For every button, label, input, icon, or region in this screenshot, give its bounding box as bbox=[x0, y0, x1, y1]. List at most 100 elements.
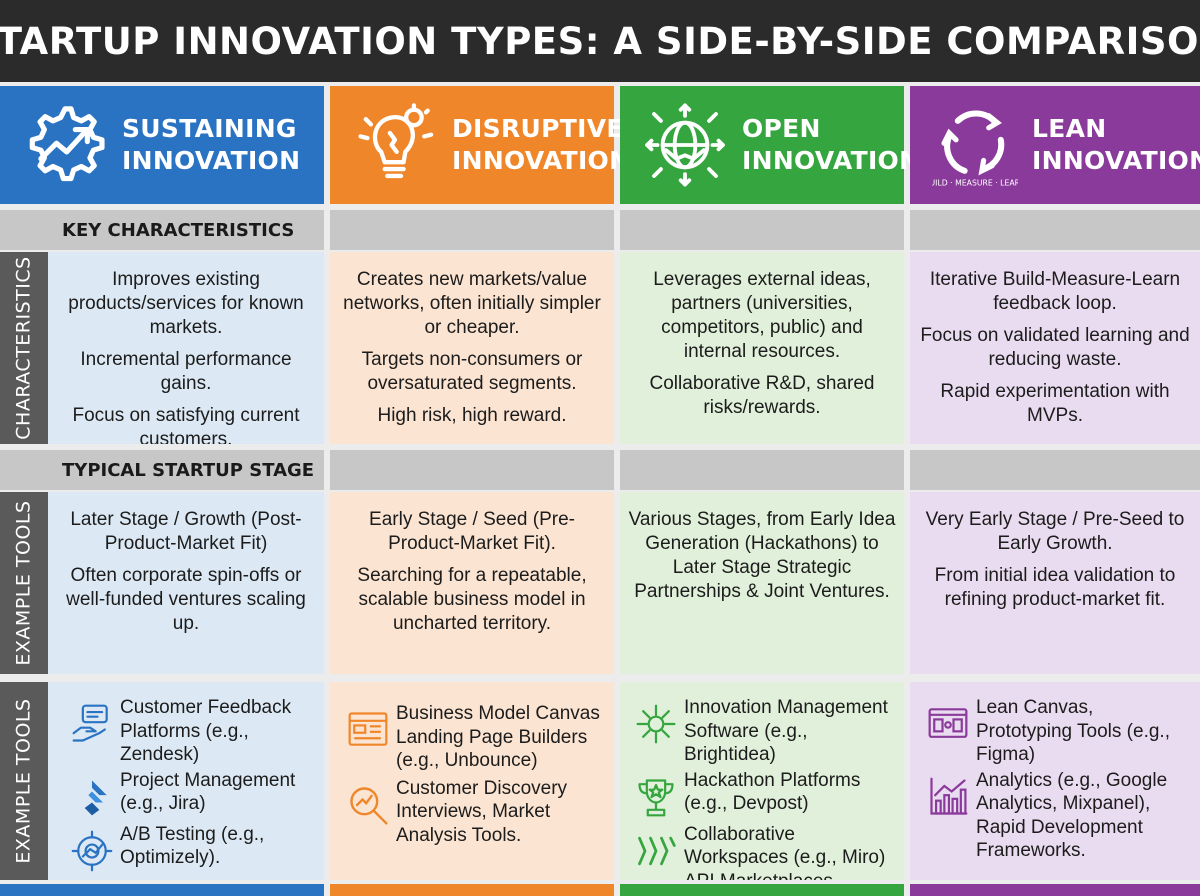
section-band-characteristics-4 bbox=[910, 210, 1200, 250]
column-title-line2: INNOVATION bbox=[1032, 146, 1200, 175]
column-title-line1: DISRUPTIVE bbox=[452, 114, 624, 143]
miro-icon bbox=[632, 827, 680, 875]
tool-text: Analytics (e.g., Google Analytics, Mixpa… bbox=[976, 769, 1168, 862]
section-label-stage: TYPICAL STARTUP STAGE bbox=[62, 459, 315, 481]
tool-item: Hackathon Platforms (e.g., Devpost) bbox=[632, 769, 896, 821]
characteristics-cell-lean: Iterative Build-Measure-Learn feedback l… bbox=[910, 252, 1200, 444]
tool-text: Collaborative Workspaces (e.g., Miro) AP… bbox=[684, 823, 886, 881]
tool-text-line: Landing Page Builders (e.g., Unbounce) bbox=[396, 726, 588, 772]
tool-item: Analytics (e.g., Google Analytics, Mixpa… bbox=[924, 769, 1192, 863]
tool-text-line: Business Model Canvas bbox=[396, 703, 600, 724]
tool-text: Innovation Management Software (e.g., Br… bbox=[684, 697, 888, 765]
analytics-chart-icon bbox=[924, 773, 972, 821]
stage-cell-open: Various Stages, from Early Idea Generati… bbox=[620, 492, 904, 674]
section-label-characteristics: KEY CHARACTERISTICS bbox=[62, 219, 295, 241]
trophy-icon bbox=[632, 773, 680, 821]
bottom-strip-lean bbox=[910, 884, 1200, 896]
stage-cell-disruptive: Early Stage / Seed (Pre-Product-Market F… bbox=[330, 492, 614, 674]
tools-cell-sustaining: Customer Feedback Platforms (e.g., Zende… bbox=[48, 682, 324, 880]
characteristics-cell-sustaining: Improves existing products/services for … bbox=[48, 252, 324, 444]
tool-text: Lean Canvas, Prototyping Tools (e.g., Fi… bbox=[976, 697, 1170, 765]
tool-text: Customer Discovery Interviews, Market An… bbox=[396, 777, 568, 846]
side-tab-label: CHARACTERISTICS bbox=[13, 256, 35, 440]
stage-text: Early Stage / Seed (Pre-Product-Market F… bbox=[369, 509, 575, 554]
stage-text: Very Early Stage / Pre-Seed to Early Gro… bbox=[925, 509, 1185, 554]
section-band-stage-3 bbox=[620, 450, 904, 490]
column-header-lean: BUILD · MEASURE · LEARN LEAN INNOVATION bbox=[910, 86, 1200, 204]
characteristic-text: Improves existing products/services for … bbox=[68, 269, 304, 338]
section-band-stage-4 bbox=[910, 450, 1200, 490]
stage-cell-lean: Very Early Stage / Pre-Seed to Early Gro… bbox=[910, 492, 1200, 674]
section-band-characteristics-2 bbox=[330, 210, 614, 250]
handshake-globe-icon bbox=[640, 100, 730, 190]
bottom-strip-disruptive bbox=[330, 884, 614, 896]
tools-cell-lean: Lean Canvas, Prototyping Tools (e.g., Fi… bbox=[910, 682, 1200, 880]
characteristic-text: Creates new markets/value networks, ofte… bbox=[343, 269, 601, 338]
tool-item: Business Model Canvas Landing Page Build… bbox=[344, 702, 606, 773]
characteristic-text: Focus on satisfying current customers. bbox=[72, 405, 300, 444]
characteristic-text: Incremental performance gains. bbox=[80, 349, 292, 394]
tool-item: Lean Canvas, Prototyping Tools (e.g., Fi… bbox=[924, 696, 1192, 767]
tool-text: Project Management (e.g., Jira) bbox=[120, 769, 296, 815]
characteristic-text: Targets non-consumers or oversaturated s… bbox=[361, 349, 583, 394]
column-title-line1: LEAN bbox=[1032, 114, 1107, 143]
column-header-sustaining: SUSTAINING INNOVATION bbox=[0, 86, 324, 204]
tool-item: Project Management (e.g., Jira) bbox=[68, 769, 316, 821]
magnifier-chart-icon bbox=[344, 781, 392, 829]
tool-item: Customer Feedback Platforms (e.g., Zende… bbox=[68, 696, 316, 767]
column-title-line1: SUSTAINING bbox=[122, 114, 297, 143]
stage-text: From initial idea validation to refining… bbox=[934, 565, 1176, 610]
column-header-disruptive: DISRUPTIVE INNOVATION bbox=[330, 86, 630, 204]
stage-text: Often corporate spin-offs or well-funded… bbox=[66, 565, 306, 634]
tools-cell-disruptive: Business Model Canvas Landing Page Build… bbox=[330, 682, 614, 880]
network-arrows-icon bbox=[632, 700, 680, 748]
tool-text: Customer Feedback Platforms (e.g., Zende… bbox=[120, 697, 292, 765]
characteristic-text: Iterative Build-Measure-Learn feedback l… bbox=[929, 269, 1181, 314]
column-title-line2: INNOVATION bbox=[452, 146, 631, 175]
side-tab-tools: EXAMPLE TOOLS bbox=[0, 682, 48, 880]
characteristic-text: Rapid experimentation with MVPs. bbox=[940, 381, 1170, 426]
bottom-strip-sustaining bbox=[0, 884, 324, 896]
side-tab-characteristics: CHARACTERISTICS bbox=[0, 252, 48, 444]
ab-testing-gear-icon bbox=[68, 827, 116, 875]
characteristic-text: Focus on validated learning and reducing… bbox=[920, 325, 1190, 370]
stage-text: Various Stages, from Early Idea Generati… bbox=[628, 509, 896, 602]
side-tab-stage: EXAMPLE TOOLS bbox=[0, 492, 48, 674]
tool-text: A/B Testing (e.g., Optimizely). bbox=[120, 823, 265, 869]
tool-text: Hackathon Platforms (e.g., Devpost) bbox=[684, 769, 861, 815]
section-band-characteristics-3 bbox=[620, 210, 904, 250]
side-tab-label: EXAMPLE TOOLS bbox=[13, 500, 36, 666]
lean-canvas-icon bbox=[924, 700, 972, 748]
stage-text: Searching for a repeatable, scalable bus… bbox=[357, 565, 587, 634]
build-measure-learn-cycle-icon: BUILD · MEASURE · LEARN bbox=[930, 100, 1020, 190]
side-tab-label: EXAMPLE TOOLS bbox=[13, 698, 36, 864]
icon-ring-text: BUILD · MEASURE · LEARN bbox=[932, 178, 1018, 187]
tool-item: Customer Discovery Interviews, Market An… bbox=[344, 777, 606, 848]
canvas-icon bbox=[344, 706, 392, 754]
column-header-open: OPEN INNOVATION bbox=[620, 86, 920, 204]
characteristics-cell-disruptive: Creates new markets/value networks, ofte… bbox=[330, 252, 614, 444]
tool-item: Innovation Management Software (e.g., Br… bbox=[632, 696, 896, 767]
section-band-stage bbox=[0, 450, 324, 490]
stage-text: Later Stage / Growth (Post-Product-Marke… bbox=[70, 509, 302, 554]
column-title-line2: INNOVATION bbox=[122, 146, 301, 175]
tools-cell-open: Innovation Management Software (e.g., Br… bbox=[620, 682, 904, 880]
tool-text: Business Model Canvas Landing Page Build… bbox=[396, 702, 606, 773]
section-band-stage-2 bbox=[330, 450, 614, 490]
stage-cell-sustaining: Later Stage / Growth (Post-Product-Marke… bbox=[48, 492, 324, 674]
characteristic-text: Leverages external ideas, partners (univ… bbox=[653, 269, 871, 362]
characteristics-cell-open: Leverages external ideas, partners (univ… bbox=[620, 252, 904, 444]
title-bar: STARTUP INNOVATION TYPES: A SIDE-BY-SIDE… bbox=[0, 0, 1200, 82]
jira-icon bbox=[68, 773, 116, 821]
gear-growth-arrow-icon bbox=[20, 100, 110, 190]
bottom-strip-open bbox=[620, 884, 904, 896]
tool-item: A/B Testing (e.g., Optimizely). bbox=[68, 823, 316, 875]
lightbulb-icon bbox=[350, 100, 440, 190]
tool-item: Collaborative Workspaces (e.g., Miro) AP… bbox=[632, 823, 896, 881]
column-title-line1: OPEN bbox=[742, 114, 821, 143]
characteristic-text: High risk, high reward. bbox=[377, 405, 567, 426]
column-title-line2: INNOVATION bbox=[742, 146, 921, 175]
feedback-hand-icon bbox=[68, 700, 116, 748]
section-band-characteristics bbox=[0, 210, 324, 250]
characteristic-text: Collaborative R&D, shared risks/rewards. bbox=[649, 373, 875, 418]
